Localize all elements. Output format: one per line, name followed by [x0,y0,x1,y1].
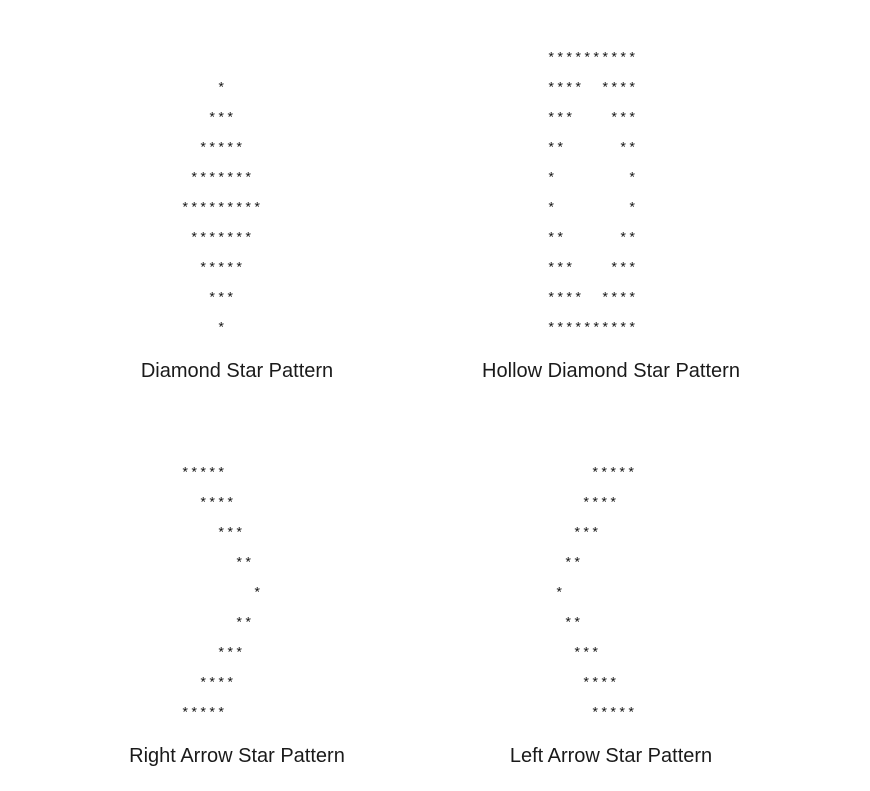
diamond-star-pattern-caption: Diamond Star Pattern [140,360,334,382]
left-arrow-star-pattern-caption: Left Arrow Star Pattern [509,745,713,767]
hollow-diamond-star-pattern-caption: Hollow Diamond Star Pattern [482,360,740,382]
right-arrow-star-pattern: ***** **** *** ** * ** *** **** ***** [181,466,263,722]
left-arrow-star-pattern: ***** **** *** ** * ** *** **** ***** [555,466,637,722]
diamond-star-pattern: * *** ***** ******* ********* ******* **… [181,81,263,337]
right-arrow-star-pattern-caption: Right Arrow Star Pattern [129,745,345,767]
hollow-diamond-star-pattern: ********** **** **** *** *** ** ** * * *… [547,51,638,337]
